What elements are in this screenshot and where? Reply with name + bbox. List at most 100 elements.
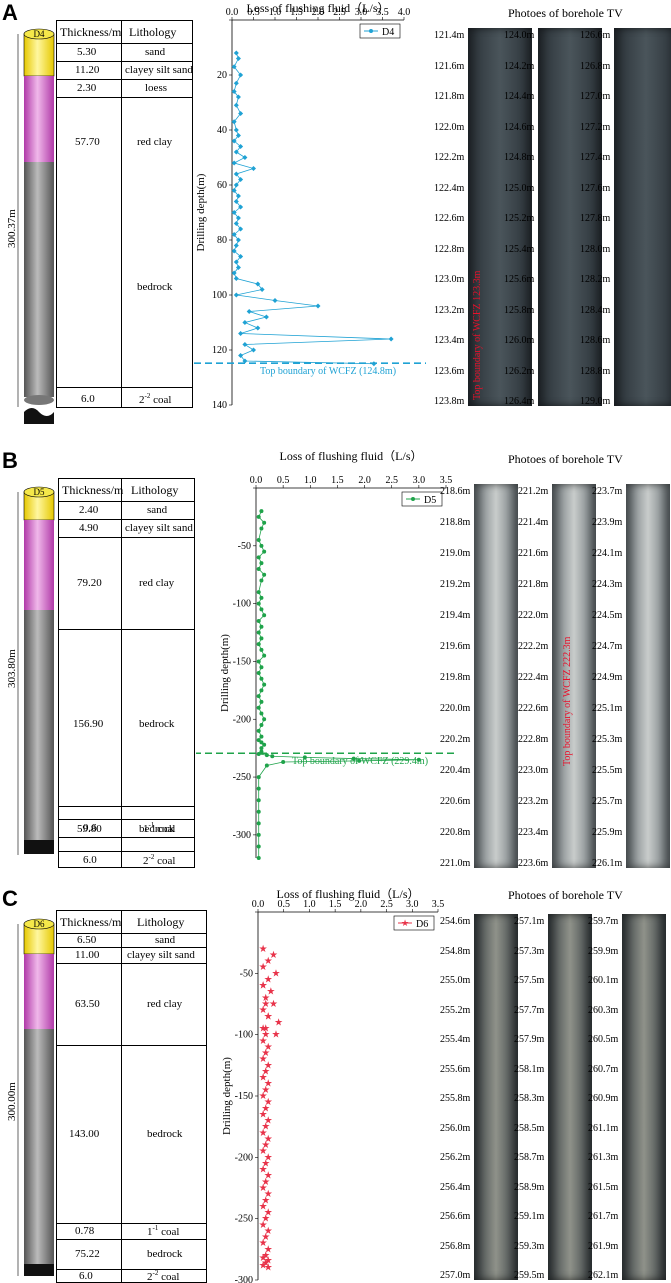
y-tick-label: 100	[212, 290, 227, 301]
data-point	[259, 636, 264, 641]
tv-wcfz-annotation: Top boundary of WCFZ 222.3m	[562, 636, 573, 766]
data-point	[231, 89, 237, 94]
tv-depth-label: 221.0m	[440, 858, 471, 869]
data-point: ★	[272, 968, 281, 979]
data-point: ★	[259, 1128, 268, 1139]
tv-depth-label: 125.8m	[504, 304, 535, 316]
layer-thickness: 6.0	[83, 854, 97, 866]
x-tick-label: 4.0	[398, 7, 411, 18]
tv-depth-label: 222.4m	[518, 672, 549, 683]
layer-thickness: 0.78	[75, 1225, 95, 1237]
data-point: ★	[259, 981, 268, 992]
layer-lithology: 2-2 coal	[143, 853, 176, 867]
tv-depth-label: 121.4m	[434, 30, 465, 41]
data-point	[231, 210, 237, 215]
data-point: ★	[261, 1066, 270, 1077]
layer-thickness: 0.6	[83, 822, 97, 834]
layer-thickness: 5.30	[77, 46, 97, 58]
layer-thickness: 6.0	[81, 393, 95, 405]
data-point	[242, 320, 248, 325]
x-tick-label: 0.5	[247, 7, 260, 18]
data-point: ★	[261, 1024, 270, 1035]
data-point	[251, 166, 256, 171]
y-tick-label: -250	[233, 772, 251, 783]
data-point: ★	[261, 1195, 270, 1206]
data-point	[233, 259, 239, 265]
panel-b: B D5 303.80m Thickness/m Lithology 2.40 sa…	[0, 448, 671, 869]
tv-depth-label: 223.7m	[592, 486, 623, 497]
data-point	[357, 758, 362, 763]
layer-thickness: 59.80	[77, 823, 102, 835]
data-point	[231, 232, 237, 237]
legend	[359, 23, 401, 39]
x-tick-label: 0.0	[250, 475, 263, 486]
data-point: ★	[259, 1201, 268, 1212]
tv-depth-label: 260.3m	[588, 1004, 619, 1016]
layer-lithology: bedrock	[139, 823, 175, 835]
data-point	[256, 705, 261, 710]
lithology-table-b-lower: 59.80 bedrock 6.0 2-2 coal	[58, 806, 195, 868]
data-point: ★	[261, 1030, 270, 1041]
data-point	[242, 155, 248, 160]
panel-label: A	[2, 0, 18, 25]
tv-depth-label: 258.1m	[514, 1063, 545, 1075]
data-point	[235, 133, 241, 138]
data-point: ★	[264, 1011, 273, 1022]
tv-depth-label: 259.1m	[514, 1211, 545, 1222]
tv-depth-label: 255.6m	[440, 1063, 471, 1075]
wcfz-annotation: Top boundary of WCFZ (124.8m)	[260, 366, 396, 377]
data-point: ★	[264, 956, 273, 967]
data-point	[256, 630, 261, 635]
tv-depth-label: 221.6m	[518, 548, 549, 559]
data-point	[256, 642, 261, 647]
total-depth: 303.80m	[6, 649, 18, 688]
data-point: ★	[261, 1085, 270, 1096]
data-point	[256, 601, 261, 606]
lithology-table: Thickness/m Lithology 2.40 sand 4.90 clayey…	[58, 478, 195, 868]
x-tick-label: 2.0	[358, 475, 371, 486]
data-point: ★	[266, 987, 275, 998]
total-depth: 300.37m	[6, 209, 18, 248]
tv-depth-label: 220.8m	[440, 827, 471, 838]
tv-depth-label: 257.5m	[514, 975, 545, 986]
tv-depth-label: 225.7m	[592, 796, 623, 807]
y-tick-label: -200	[233, 714, 251, 725]
header-lithology: Lithology	[129, 25, 177, 39]
data-point	[233, 171, 239, 177]
data-point	[238, 226, 244, 232]
data-point: ★	[261, 1250, 270, 1261]
x-tick-label: 0.0	[252, 899, 265, 910]
tv-depth-label: 261.1m	[588, 1122, 619, 1134]
data-point: ★	[259, 1220, 268, 1231]
data-point: ★	[259, 1024, 268, 1035]
chart-title: Loss of flushing fluid（L/s）	[277, 887, 420, 901]
tv-depth-label: 223.2m	[518, 796, 549, 807]
tv-depth-label: 122.8m	[434, 243, 465, 255]
data-point	[256, 728, 261, 733]
borehole-column: D5	[17, 486, 55, 855]
y-tick-label: -100	[235, 1030, 253, 1041]
data-point	[259, 723, 264, 728]
tv-depth-label: 254.6m	[440, 916, 471, 927]
data-point	[259, 561, 264, 566]
data-point	[262, 613, 267, 618]
data-point	[238, 254, 244, 259]
data-point: ★	[264, 1208, 273, 1219]
data-point	[259, 647, 264, 652]
data-point	[259, 624, 264, 629]
y-tick-label: -300	[235, 1275, 253, 1283]
data-point: ★	[259, 1036, 268, 1047]
tv-depth-label: 124.2m	[504, 60, 535, 72]
layer-thickness: 6.0	[79, 1270, 93, 1282]
data-point	[233, 149, 239, 155]
tv-depth-label: 258.7m	[514, 1152, 545, 1163]
layer-thickness: 156.90	[73, 718, 104, 730]
tv-depth-label: 255.2m	[440, 1004, 471, 1016]
data-point: ★	[261, 1048, 270, 1059]
tv-depth-label: 122.2m	[434, 152, 465, 163]
data-point: ★	[261, 1158, 270, 1169]
data-point: ★	[264, 1171, 273, 1182]
header-thickness: Thickness/m	[60, 25, 122, 39]
tv-depth-label: 259.5m	[514, 1270, 545, 1281]
data-point	[233, 80, 239, 86]
